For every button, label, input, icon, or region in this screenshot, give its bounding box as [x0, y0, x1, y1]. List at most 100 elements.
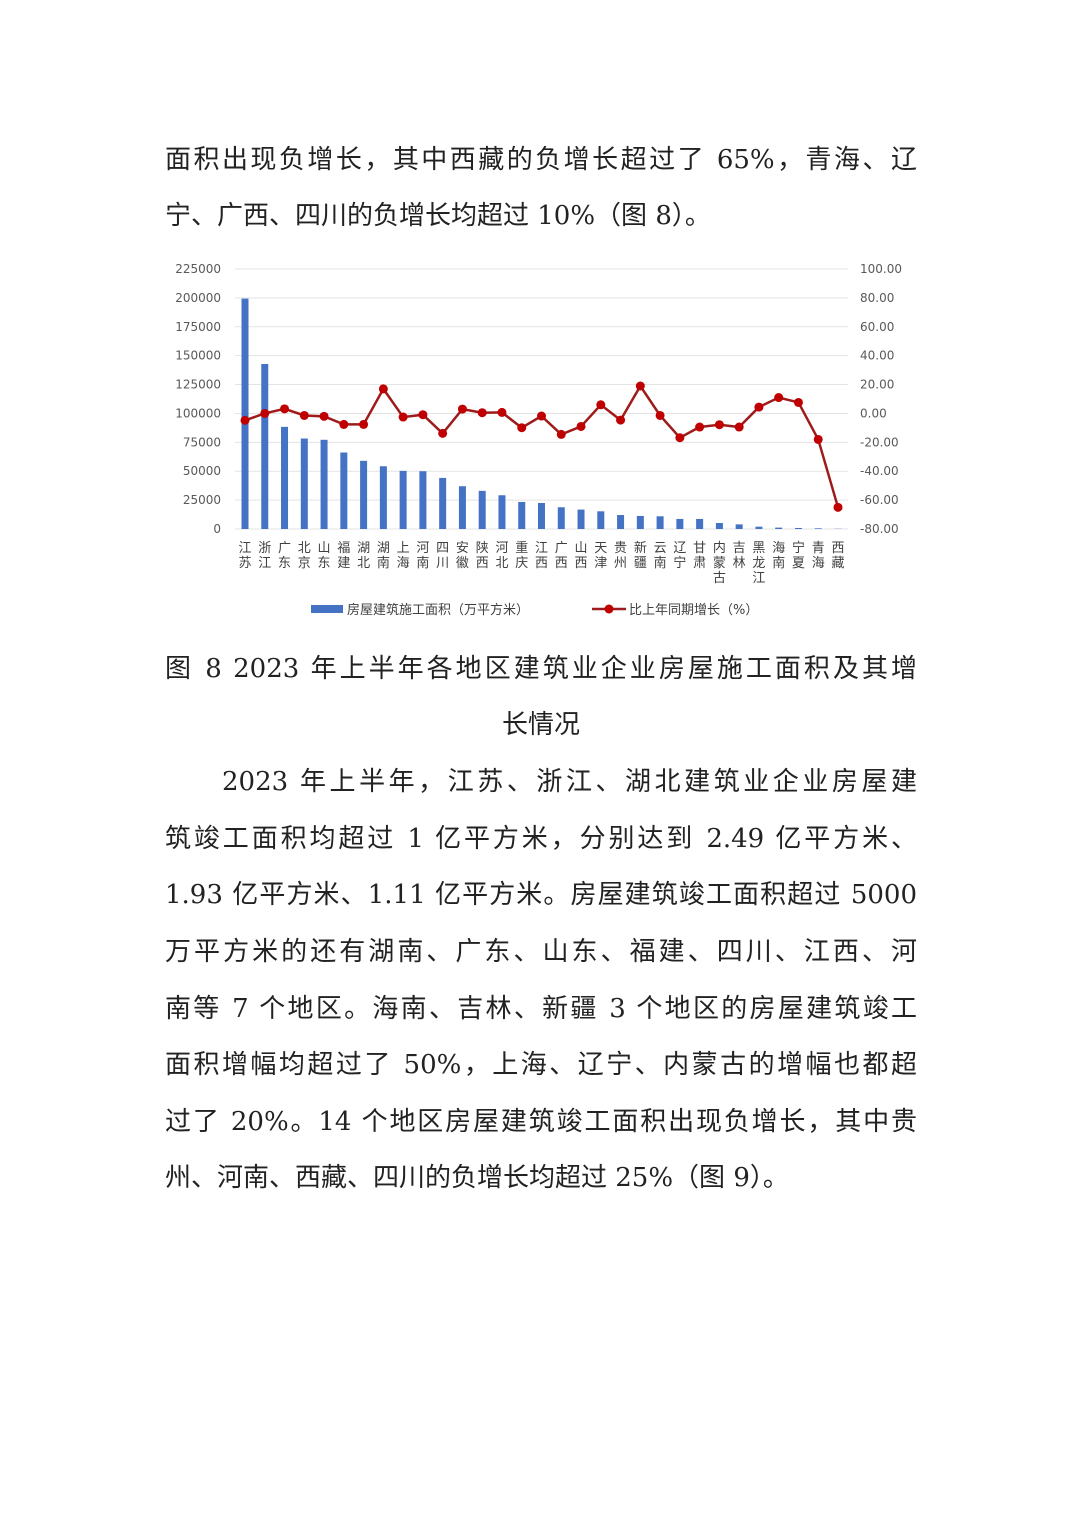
line-point — [537, 411, 546, 421]
category-label: 内蒙古 — [713, 540, 726, 586]
line-point — [556, 429, 566, 439]
chart: 0 25000 50000 75000 100000 125000 150000 175000… — [175, 262, 902, 618]
left-axis-tick: 25000 — [183, 493, 221, 507]
bar — [261, 363, 269, 529]
right-axis-tick: 60.00 — [860, 320, 894, 334]
bar — [577, 509, 585, 529]
category-label: 山西 — [575, 541, 588, 571]
bar — [735, 524, 743, 529]
line-point — [813, 434, 823, 444]
bar — [518, 501, 526, 529]
text-line: 南等 7 个地区。海南、吉林、新疆 3 个地区的房屋建筑竣工 — [165, 994, 917, 1024]
bar — [636, 515, 644, 529]
category-label: 广西 — [555, 541, 568, 571]
category-label: 重庆 — [515, 540, 528, 571]
category-label: 浙江 — [258, 541, 271, 571]
line-point — [339, 419, 349, 429]
legend-bar-label: 房屋建筑施工面积（万平方米） — [347, 602, 529, 618]
category-label: 安徽 — [456, 541, 469, 571]
category-label: 福建 — [337, 541, 350, 571]
text-line: 2023 年上半年，江苏、浙江、湖北建筑业企业房屋建 — [222, 767, 917, 797]
category-label: 广东 — [278, 541, 291, 571]
right-axis-tick: -40.00 — [860, 464, 899, 478]
bar — [597, 511, 605, 529]
category-label: 贵州 — [614, 541, 627, 571]
bar — [281, 426, 289, 529]
line-point — [359, 419, 369, 429]
right-axis-tick: 40.00 — [860, 349, 894, 363]
bar — [498, 495, 506, 529]
bar — [715, 522, 723, 529]
left-axis-tick: 50000 — [183, 464, 221, 478]
bar — [458, 486, 466, 529]
line-point — [299, 410, 309, 420]
left-axis-tick: 75000 — [183, 435, 221, 449]
line-point — [280, 404, 290, 414]
legend-bar-swatch — [311, 605, 343, 613]
left-axis-tick: 100000 — [175, 406, 221, 420]
text-line: 面积增幅均超过了 50%，上海、辽宁、内蒙古的增幅也都超 — [165, 1050, 917, 1080]
left-axis-tick: 200000 — [175, 291, 221, 305]
left-axis-tick: 125000 — [175, 378, 221, 392]
line-point — [517, 423, 527, 433]
right-axis-tick: 0.00 — [860, 406, 887, 420]
category-label: 西藏 — [831, 541, 844, 571]
caption-line: 图 8 2023 年上半年各地区建筑业企业房屋施工面积及其增 — [165, 654, 917, 684]
text-line: 筑竣工面积均超过 1 亿平方米，分别达到 2.49 亿平方米、 — [165, 824, 917, 854]
category-label: 河北 — [495, 541, 508, 571]
legend-line-label: 比上年同期增长（%） — [629, 603, 758, 618]
left-axis-tick: 175000 — [175, 320, 221, 334]
line-point — [596, 400, 606, 410]
line-point — [675, 433, 685, 443]
right-axis-tick: -60.00 — [860, 493, 899, 507]
bar — [241, 298, 249, 529]
category-label: 河南 — [416, 541, 429, 571]
line-point — [418, 410, 428, 420]
category-label: 宁夏 — [792, 540, 805, 571]
bar — [814, 528, 822, 529]
category-label: 吉林 — [733, 541, 746, 571]
line-point — [319, 411, 329, 421]
text-line: 面积出现负增长，其中西藏的负增长超过了 65%，青海、辽 — [165, 145, 917, 175]
bar — [399, 470, 407, 529]
bar — [419, 471, 427, 529]
legend-line-marker — [604, 604, 614, 614]
category-label: 海南 — [772, 541, 785, 571]
bar — [320, 439, 328, 529]
line-point — [438, 428, 448, 438]
line-point — [497, 407, 507, 417]
category-label: 青海 — [812, 541, 825, 571]
right-axis-tick: -80.00 — [860, 522, 899, 536]
right-axis-tick: 100.00 — [860, 262, 902, 276]
line-point — [714, 420, 724, 430]
bar — [439, 477, 447, 529]
line-point — [457, 404, 467, 414]
line-point — [635, 381, 645, 391]
left-axis-tick: 0 — [213, 522, 221, 536]
text-line: 宁、广西、四川的负增长均超过 10%（图 8）。 — [165, 201, 711, 231]
line-point — [260, 408, 270, 418]
bar — [696, 518, 704, 529]
bar — [617, 515, 625, 529]
line-series — [244, 383, 840, 508]
category-label: 北京 — [298, 541, 311, 571]
left-axis-tick: 225000 — [175, 262, 221, 276]
bar — [478, 490, 486, 529]
category-label: 天津 — [594, 541, 607, 571]
line-point — [754, 402, 764, 412]
right-axis-tick: -20.00 — [860, 435, 899, 449]
bar — [676, 518, 684, 529]
category-label: 四川 — [436, 541, 449, 571]
bar — [656, 516, 664, 529]
category-label: 江苏 — [238, 541, 251, 571]
right-axis-tick: 20.00 — [860, 378, 894, 392]
bar — [340, 452, 348, 529]
category-label: 山东 — [318, 541, 331, 571]
bar — [557, 507, 565, 529]
category-label: 甘肃 — [693, 541, 706, 571]
category-label: 江西 — [535, 541, 548, 571]
category-label: 上海 — [397, 541, 410, 571]
category-label: 辽宁 — [673, 541, 686, 571]
line-point — [793, 397, 803, 407]
category-label: 湖北 — [357, 541, 370, 571]
